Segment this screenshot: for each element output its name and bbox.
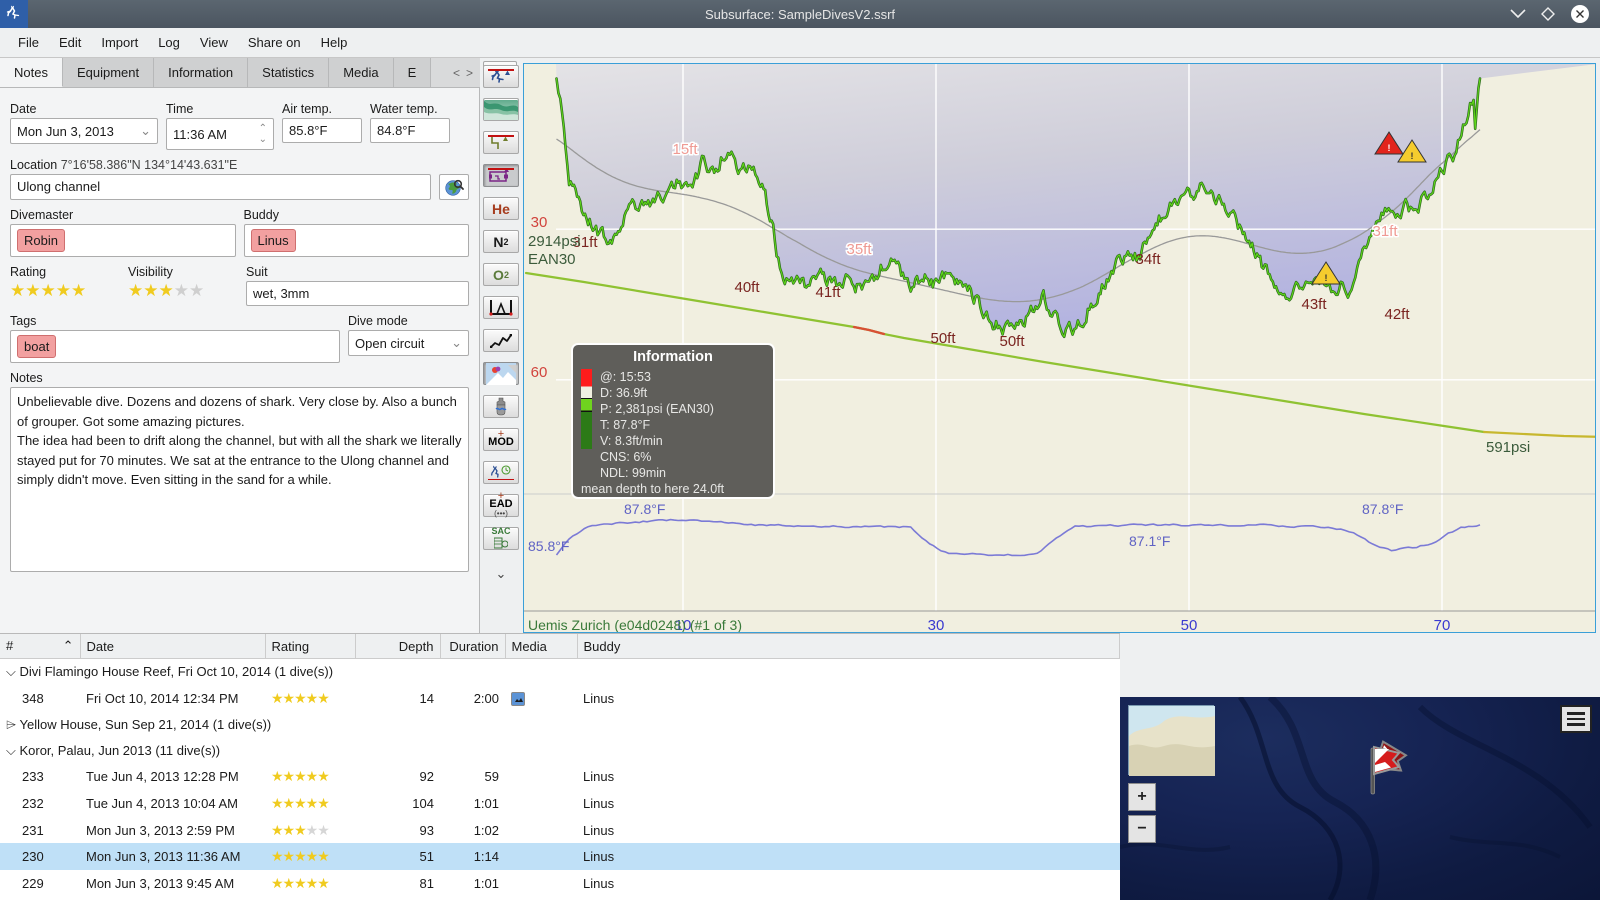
svg-text:2914psi: 2914psi [528,233,581,250]
svg-text:!: ! [1325,273,1328,283]
svg-text:591psi: 591psi [1486,439,1530,456]
svg-text:87.1°F: 87.1°F [1129,533,1170,549]
svg-text:15ft: 15ft [672,141,698,158]
svg-text:85.8°F: 85.8°F [528,538,569,554]
svg-text:30: 30 [928,617,945,633]
svg-text:30: 30 [531,214,548,231]
svg-text:!: ! [1411,151,1414,161]
svg-text:40ft: 40ft [734,279,760,296]
svg-text:60: 60 [531,364,548,381]
svg-text:Uemis Zurich (e04d0248) (#1 of: Uemis Zurich (e04d0248) (#1 of 3) [528,617,742,633]
svg-text:EAN30: EAN30 [528,251,576,268]
svg-text:34ft: 34ft [1135,251,1161,268]
svg-text:50ft: 50ft [999,333,1025,350]
svg-text:35ft: 35ft [846,241,872,258]
svg-text:!: ! [1388,143,1391,153]
svg-text:70: 70 [1434,617,1451,633]
svg-text:31ft: 31ft [1372,223,1398,240]
svg-text:87.8°F: 87.8°F [624,501,665,517]
svg-text:42ft: 42ft [1384,306,1410,323]
svg-text:50: 50 [1181,617,1198,633]
svg-text:50ft: 50ft [930,330,956,347]
svg-text:87.8°F: 87.8°F [1362,501,1403,517]
svg-text:43ft: 43ft [1301,296,1327,313]
svg-text:41ft: 41ft [815,284,841,301]
